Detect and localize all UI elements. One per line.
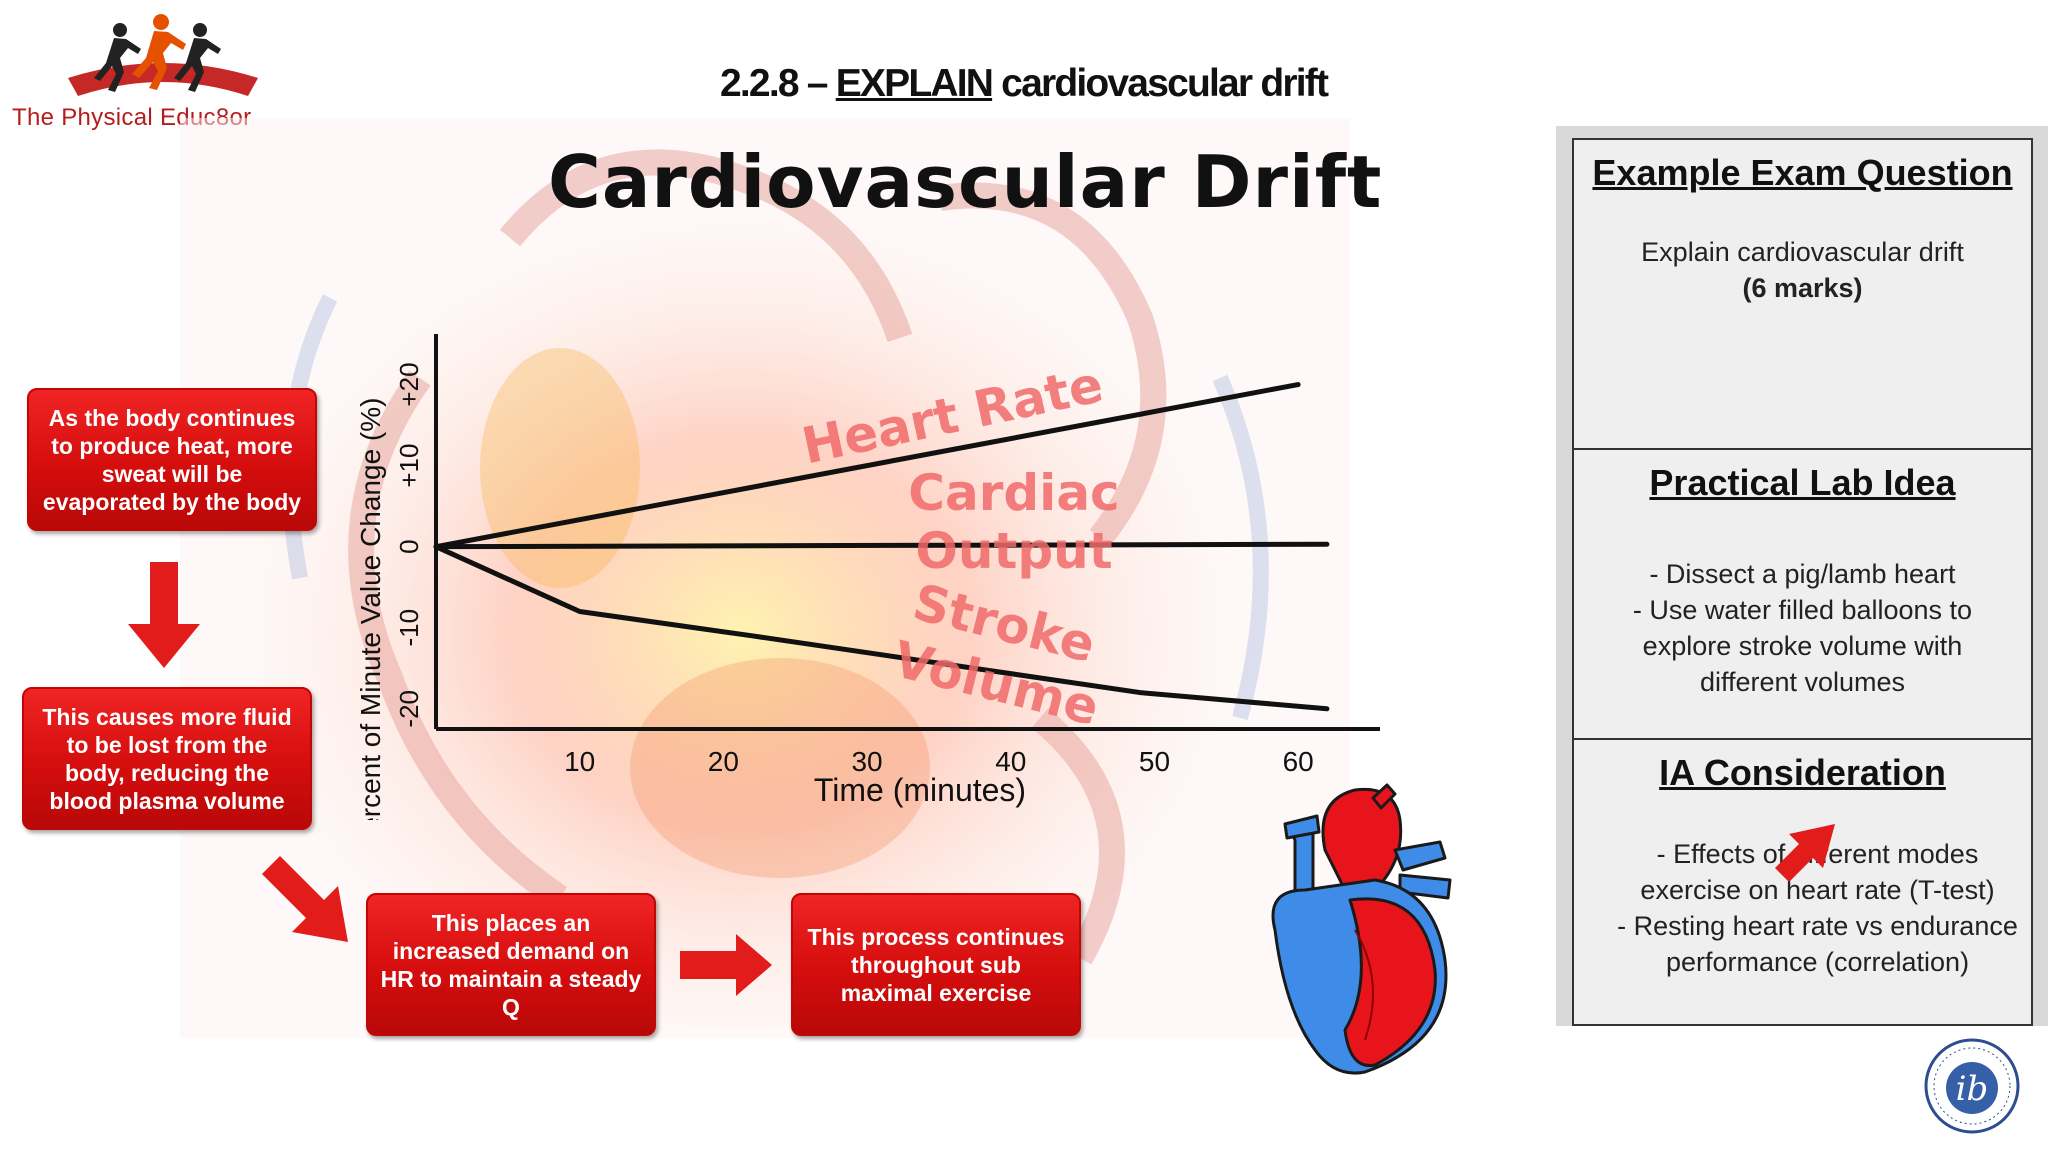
- exam-question-title: Example Exam Question: [1592, 152, 2013, 193]
- info-panel: Example Exam Question Explain cardiovasc…: [1572, 138, 2033, 1026]
- ia-item: - Resting heart rate vs endurance perfor…: [1617, 911, 2018, 977]
- practical-lab-title: Practical Lab Idea: [1649, 462, 1956, 503]
- slide-heading: 2.2.8 – EXPLAIN cardiovascular drift: [720, 62, 1329, 106]
- heading-topic: cardiovascular drift: [992, 62, 1329, 105]
- series-line: [433, 382, 1301, 550]
- heart-background-image: [180, 118, 1350, 1038]
- ia-consideration-section: IA Consideration - Effects of different …: [1574, 740, 2031, 1026]
- y-tick-label: +10: [394, 444, 424, 488]
- x-tick-label: 10: [564, 746, 595, 777]
- series-label: Heart Rate: [797, 355, 1108, 475]
- practical-lab-section: Practical Lab Idea - Dissect a pig/lamb …: [1574, 450, 2031, 740]
- runners-logo-icon: [68, 14, 258, 96]
- logo: The Physical Educ8or: [8, 8, 318, 133]
- ia-consideration-title: IA Consideration: [1659, 752, 1946, 793]
- exam-question-section: Example Exam Question Explain cardiovasc…: [1574, 140, 2031, 450]
- series-line: [433, 541, 1330, 550]
- ib-logo-icon: ib: [1924, 1038, 2020, 1134]
- cardiovascular-drift-chart: 10 20 30 40 50 60 -20 -10 0 +10 +20 Time (minutes) P…: [360, 334, 1380, 820]
- series-line: [433, 544, 1330, 712]
- flow-box-continues: This process continues throughout sub ma…: [791, 893, 1081, 1036]
- heading-prefix: 2.2.8 –: [720, 62, 836, 105]
- arrow-right-icon: [680, 934, 772, 996]
- chart-title: Cardiovascular Drift: [548, 140, 1383, 224]
- heart-illustration-icon: [1271, 783, 1452, 1075]
- x-tick-label: 40: [995, 746, 1026, 777]
- flow-box-demand: This places an increased demand on HR to…: [366, 893, 656, 1036]
- flow-box-sweat: As the body continues to produce heat, m…: [27, 388, 317, 531]
- flow-box-plasma: This causes more fluid to be lost from t…: [22, 687, 312, 830]
- series-label: Output: [915, 522, 1112, 580]
- y-tick-label: -10: [394, 609, 424, 647]
- arrow-down-icon: [128, 562, 200, 668]
- svg-text:ib: ib: [1956, 1069, 1989, 1109]
- x-tick-label: 20: [708, 746, 739, 777]
- x-axis-label: Time (minutes): [814, 772, 1026, 808]
- red-pointer-arrow-icon: [1775, 824, 1835, 882]
- exam-question-text: Explain cardiovascular drift: [1641, 237, 1964, 267]
- lab-item: - Dissect a pig/lamb heart: [1649, 559, 1956, 589]
- lab-item: - Use water filled balloons to explore s…: [1632, 595, 1973, 697]
- x-tick-label: 30: [851, 746, 882, 777]
- arrow-diagonal-icon: [262, 856, 348, 942]
- y-tick-label: +20: [394, 362, 424, 406]
- y-tick-label: 0: [394, 539, 424, 553]
- y-axis-label: Percent of Minute Value Change (%): [360, 398, 386, 820]
- y-tick-label: -20: [394, 690, 424, 728]
- x-tick-label: 60: [1283, 746, 1314, 777]
- heading-command-word: EXPLAIN: [835, 62, 994, 105]
- series-label: Cardiac: [908, 464, 1119, 522]
- exam-question-marks: (6 marks): [1742, 273, 1863, 303]
- x-tick-label: 50: [1139, 746, 1170, 777]
